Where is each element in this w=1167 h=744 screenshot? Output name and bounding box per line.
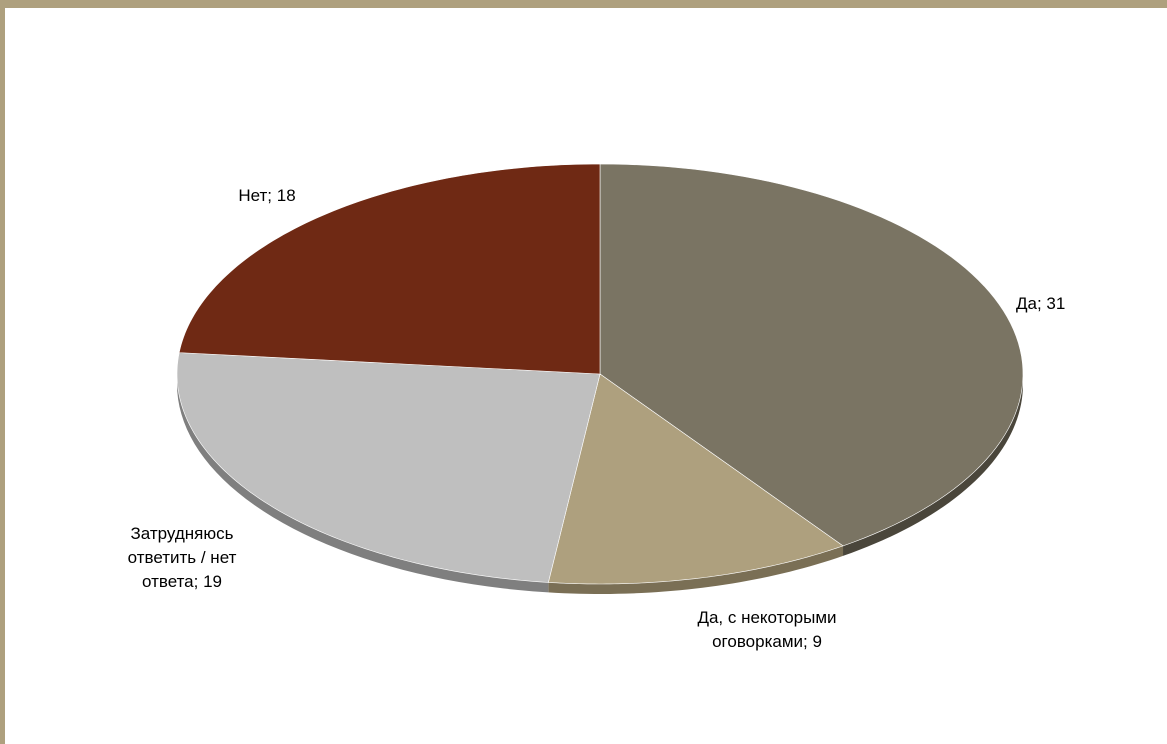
data-label-line: ответа; 19 [142, 572, 222, 591]
data-label-0: Да; 31 [1016, 294, 1065, 313]
data-label-line: ответить / нет [128, 548, 237, 567]
slice-depth-2 [177, 374, 549, 593]
pie-slice-0 [599, 163, 1024, 547]
pie-slice-2 [176, 352, 601, 583]
pie-slice-1 [547, 373, 844, 585]
slice-depth-1 [548, 545, 844, 594]
pie-slice-3 [178, 163, 601, 375]
data-label-3: Нет; 18 [238, 186, 295, 205]
slice-depth-0 [843, 374, 1023, 556]
data-label-line: Затрудняюсь [131, 524, 234, 543]
data-label-2: Затрудняюсь ответить / нет ответа; 19 [128, 524, 237, 591]
pie-labels: Да; 31 Да, с некоторыми оговорками; 9 Затру… [128, 186, 1066, 651]
data-label-line: Да; 31 [1016, 294, 1065, 313]
data-label-line: Да, с некоторыми [697, 608, 836, 627]
pie-depth [177, 374, 1023, 594]
data-label-1: Да, с некоторыми оговорками; 9 [697, 608, 836, 651]
data-label-line: Нет; 18 [238, 186, 295, 205]
pie-slices [176, 163, 1024, 585]
data-label-line: оговорками; 9 [712, 632, 822, 651]
